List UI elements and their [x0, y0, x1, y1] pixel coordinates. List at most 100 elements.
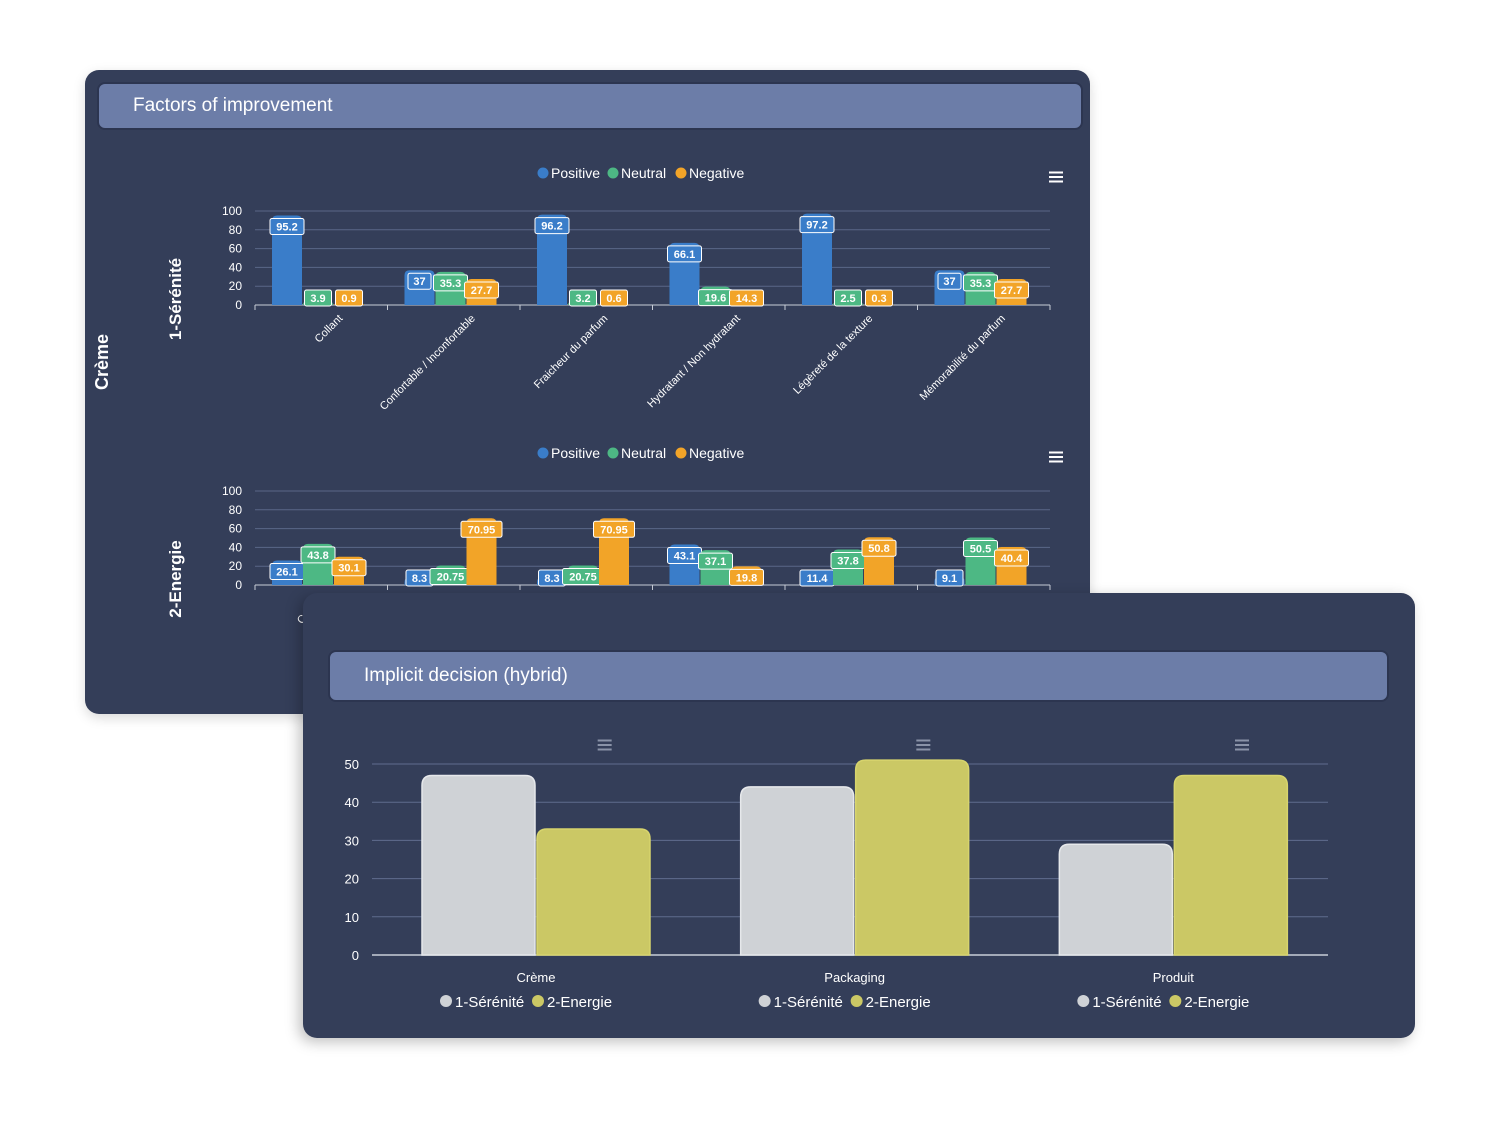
data-label-box	[963, 540, 998, 558]
data-label: 70.95	[593, 520, 635, 538]
data-label: 26.1	[269, 562, 305, 580]
legend-item-negative[interactable]: Negative	[675, 445, 745, 461]
legend-label: 2-Energie	[866, 994, 931, 1011]
data-label: 43.8	[300, 546, 336, 564]
bar[interactable]	[854, 759, 970, 956]
data-label-text: 3.2	[575, 293, 590, 305]
data-label-text: 35.3	[970, 278, 991, 290]
data-label: 50.5	[963, 540, 998, 558]
legend: 1-Sérénité 2-Energie	[440, 994, 612, 1011]
data-label-text: 19.6	[705, 293, 726, 305]
data-label-text: 20.75	[569, 571, 597, 583]
data-label-text: 0.9	[341, 293, 356, 305]
data-label-text: 19.8	[736, 572, 757, 584]
bar[interactable]	[802, 213, 832, 305]
hamburger-menu-icon[interactable]	[597, 739, 612, 751]
data-label: 19.8	[729, 568, 764, 586]
legend-dot	[440, 995, 452, 1007]
legend-item[interactable]: 2-Energie	[532, 994, 612, 1011]
data-label: 66.1	[667, 245, 702, 263]
y-tick-label: 20	[229, 279, 243, 293]
legend-label: Positive	[551, 445, 600, 461]
data-label: 14.3	[729, 289, 764, 307]
x-category-label: Collant	[313, 313, 346, 346]
data-label: 8.3	[538, 569, 566, 587]
legend-item[interactable]: 2-Energie	[1169, 994, 1249, 1011]
data-label: 70.95	[460, 520, 503, 538]
x-category-label: Confortable / Inconfortable	[378, 313, 478, 413]
x-category-label: Crème	[516, 970, 555, 985]
bar[interactable]	[537, 214, 567, 305]
bar[interactable]	[739, 786, 855, 956]
y-tick-label: 40	[345, 795, 359, 810]
chart-2: 2-Energie Positive Neutral Negative 0 20 40 60 8…	[166, 445, 1063, 627]
legend-dot	[758, 995, 771, 1007]
data-label-box	[593, 520, 635, 538]
y-tick-label: 0	[352, 948, 359, 963]
data-label: 9.1	[935, 569, 964, 587]
x-category-label: Hydratant / Non hydratant	[645, 313, 743, 411]
legend-item[interactable]: 1-Sérénité	[440, 994, 524, 1011]
data-label-text: 27.7	[471, 285, 492, 297]
legend-label: 2-Energie	[547, 994, 612, 1011]
row-label: 2-Energie	[166, 540, 185, 617]
y-tick-label: 30	[345, 833, 359, 848]
legend-item-positive[interactable]: Positive	[537, 445, 601, 461]
data-label: 37.1	[698, 552, 733, 570]
bar[interactable]	[421, 774, 536, 956]
x-category-label: Packaging	[824, 970, 885, 985]
legend-item-positive[interactable]: Positive	[537, 165, 601, 181]
legend-label: 1-Sérénité	[455, 994, 524, 1011]
hamburger-menu-icon[interactable]	[1049, 171, 1063, 183]
y-tick-label: 0	[235, 578, 242, 592]
legend-dot	[850, 995, 863, 1007]
hamburger-menu-icon[interactable]	[1235, 739, 1249, 751]
data-label-text: 0.6	[606, 293, 621, 305]
data-label-box	[335, 289, 363, 307]
bar[interactable]	[1173, 774, 1289, 956]
legend-item[interactable]: 1-Sérénité	[758, 994, 843, 1011]
data-label: 95.2	[269, 218, 305, 236]
data-label: 3.9	[304, 289, 332, 307]
data-label: 8.3	[405, 569, 434, 587]
data-label-text: 11.4	[807, 573, 829, 585]
legend-item-neutral[interactable]: Neutral	[607, 445, 667, 461]
implicit-decision-panel: Implicit decision (hybrid) 0 10 20 30 40 50 Cr…	[303, 593, 1415, 1038]
bar[interactable]	[1058, 843, 1174, 956]
factors-charts: 1-Sérénité Positive Neutral Negative 0 20 40 60…	[166, 165, 1063, 627]
row-label: 1-Sérénité	[166, 258, 185, 340]
hamburger-menu-icon[interactable]	[916, 739, 931, 751]
legend-label: 1-Sérénité	[1092, 994, 1161, 1011]
data-label-box	[729, 289, 764, 307]
legend-item[interactable]: 1-Sérénité	[1077, 994, 1162, 1011]
x-category-label: Produit	[1153, 970, 1195, 985]
bar[interactable]	[536, 828, 651, 956]
hamburger-menu-icon[interactable]	[1049, 451, 1063, 463]
legend-label: 1-Sérénité	[774, 994, 843, 1011]
data-label-text: 43.8	[307, 550, 328, 562]
y-tick-label: 20	[229, 559, 243, 573]
data-label-box	[464, 281, 499, 299]
data-label: 40.4	[994, 549, 1029, 567]
legend-dot	[537, 447, 549, 459]
data-label-text: 9.1	[942, 573, 957, 585]
data-label-text: 37	[413, 276, 425, 288]
data-label-box	[935, 569, 964, 587]
data-label: 2.5	[834, 289, 862, 307]
legend-item-neutral[interactable]: Neutral	[607, 165, 667, 181]
data-label-text: 14.3	[736, 293, 757, 305]
legend-dot	[532, 995, 544, 1007]
data-label-box	[799, 216, 835, 234]
data-label-box	[937, 272, 962, 290]
legend-item-negative[interactable]: Negative	[675, 165, 745, 181]
data-label-box	[534, 217, 570, 235]
data-label-box	[698, 552, 733, 570]
data-label: 37	[937, 272, 962, 290]
data-label-box	[994, 549, 1029, 567]
data-label: 43.1	[667, 546, 702, 564]
legend-item[interactable]: 2-Energie	[850, 994, 931, 1011]
bar[interactable]	[272, 215, 302, 305]
legend-label: 2-Energie	[1184, 994, 1249, 1011]
x-category-label: Fraicheur du parfum	[532, 313, 611, 392]
data-label-text: 40.4	[1001, 553, 1023, 565]
